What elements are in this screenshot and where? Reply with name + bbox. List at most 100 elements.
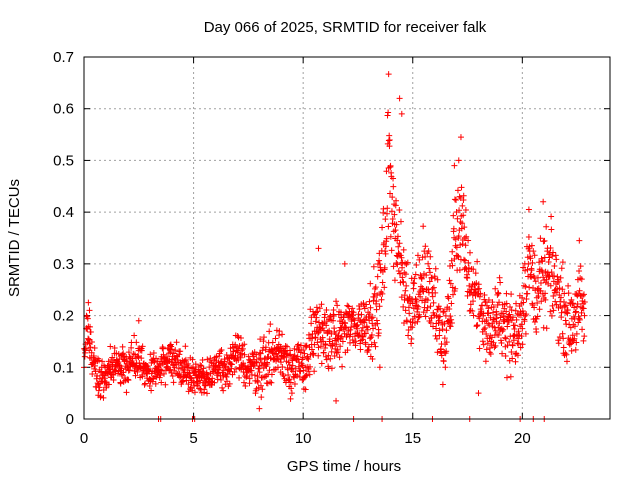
data-point	[549, 253, 556, 260]
data-point	[581, 333, 588, 340]
data-point	[387, 162, 394, 169]
data-point	[524, 290, 531, 297]
data-point	[88, 338, 95, 345]
data-point	[454, 215, 461, 222]
data-point	[497, 314, 504, 321]
data-point	[547, 308, 554, 315]
data-point	[540, 324, 547, 331]
data-point	[436, 327, 443, 334]
data-point	[507, 373, 514, 380]
data-point	[162, 381, 169, 388]
data-point	[241, 341, 248, 348]
data-point	[383, 210, 390, 217]
y-axis-label: SRMTID / TECUs	[6, 179, 23, 297]
data-point	[326, 327, 333, 334]
data-point	[537, 235, 544, 242]
data-point	[515, 328, 522, 335]
chart-title: Day 066 of 2025, SRMTID for receiver fal…	[204, 19, 487, 36]
data-point	[553, 256, 560, 263]
data-point	[256, 405, 263, 412]
data-point	[357, 340, 364, 347]
data-point	[480, 326, 487, 333]
data-point	[517, 344, 524, 351]
data-point	[371, 294, 378, 301]
data-point	[456, 267, 463, 274]
data-point	[282, 343, 289, 350]
data-point	[364, 326, 371, 333]
data-point	[497, 279, 504, 286]
data-point	[493, 315, 500, 322]
data-point	[256, 363, 263, 370]
data-point	[336, 327, 343, 334]
data-point	[357, 346, 364, 353]
data-point	[86, 307, 93, 314]
data-point	[320, 349, 327, 356]
data-point	[326, 336, 333, 343]
data-point	[581, 298, 588, 305]
data-point	[116, 356, 123, 363]
data-point	[423, 272, 430, 279]
data-point	[292, 365, 299, 372]
data-point	[173, 339, 180, 346]
data-point	[359, 324, 366, 331]
data-point	[187, 374, 194, 381]
data-point	[480, 341, 487, 348]
data-point	[417, 293, 424, 300]
data-point	[320, 327, 327, 334]
data-point	[402, 271, 409, 278]
data-point	[426, 278, 433, 285]
data-point	[392, 227, 399, 234]
data-point	[217, 376, 224, 383]
data-point	[343, 325, 350, 332]
data-point	[427, 303, 434, 310]
data-point	[414, 318, 421, 325]
data-point	[562, 350, 569, 357]
data-point	[110, 376, 117, 383]
data-point	[379, 290, 386, 297]
data-point	[269, 339, 276, 346]
data-point	[175, 365, 182, 372]
data-point	[427, 269, 434, 276]
data-point	[240, 379, 247, 386]
data-point	[170, 350, 177, 357]
data-point	[548, 312, 555, 319]
data-point	[569, 300, 576, 307]
data-point	[515, 340, 522, 347]
data-point	[465, 237, 472, 244]
data-point	[485, 305, 492, 312]
data-point	[268, 371, 275, 378]
data-point	[176, 351, 183, 358]
data-point	[281, 354, 288, 361]
data-point	[328, 348, 335, 355]
data-point	[318, 301, 325, 308]
data-point	[131, 332, 138, 339]
data-point	[479, 328, 486, 335]
data-point	[361, 319, 368, 326]
data-point	[313, 314, 320, 321]
data-point	[314, 330, 321, 337]
data-point	[330, 307, 337, 314]
data-point	[520, 299, 527, 306]
data-point	[525, 206, 532, 213]
data-point	[440, 309, 447, 316]
data-point	[383, 238, 390, 245]
data-point	[442, 364, 449, 371]
data-point	[403, 282, 410, 289]
data-point	[302, 373, 309, 380]
data-point	[85, 335, 92, 342]
data-point	[495, 290, 502, 297]
data-point	[401, 292, 408, 299]
data-point	[294, 372, 301, 379]
data-point	[513, 300, 520, 307]
data-point	[350, 316, 357, 323]
data-point	[202, 382, 209, 389]
data-point	[331, 352, 338, 359]
data-point	[451, 255, 458, 262]
data-point	[132, 372, 139, 379]
data-point	[191, 383, 198, 390]
data-point	[422, 253, 429, 260]
data-point	[555, 340, 562, 347]
data-point	[347, 331, 354, 338]
y-tick-label: 0.7	[53, 49, 74, 66]
